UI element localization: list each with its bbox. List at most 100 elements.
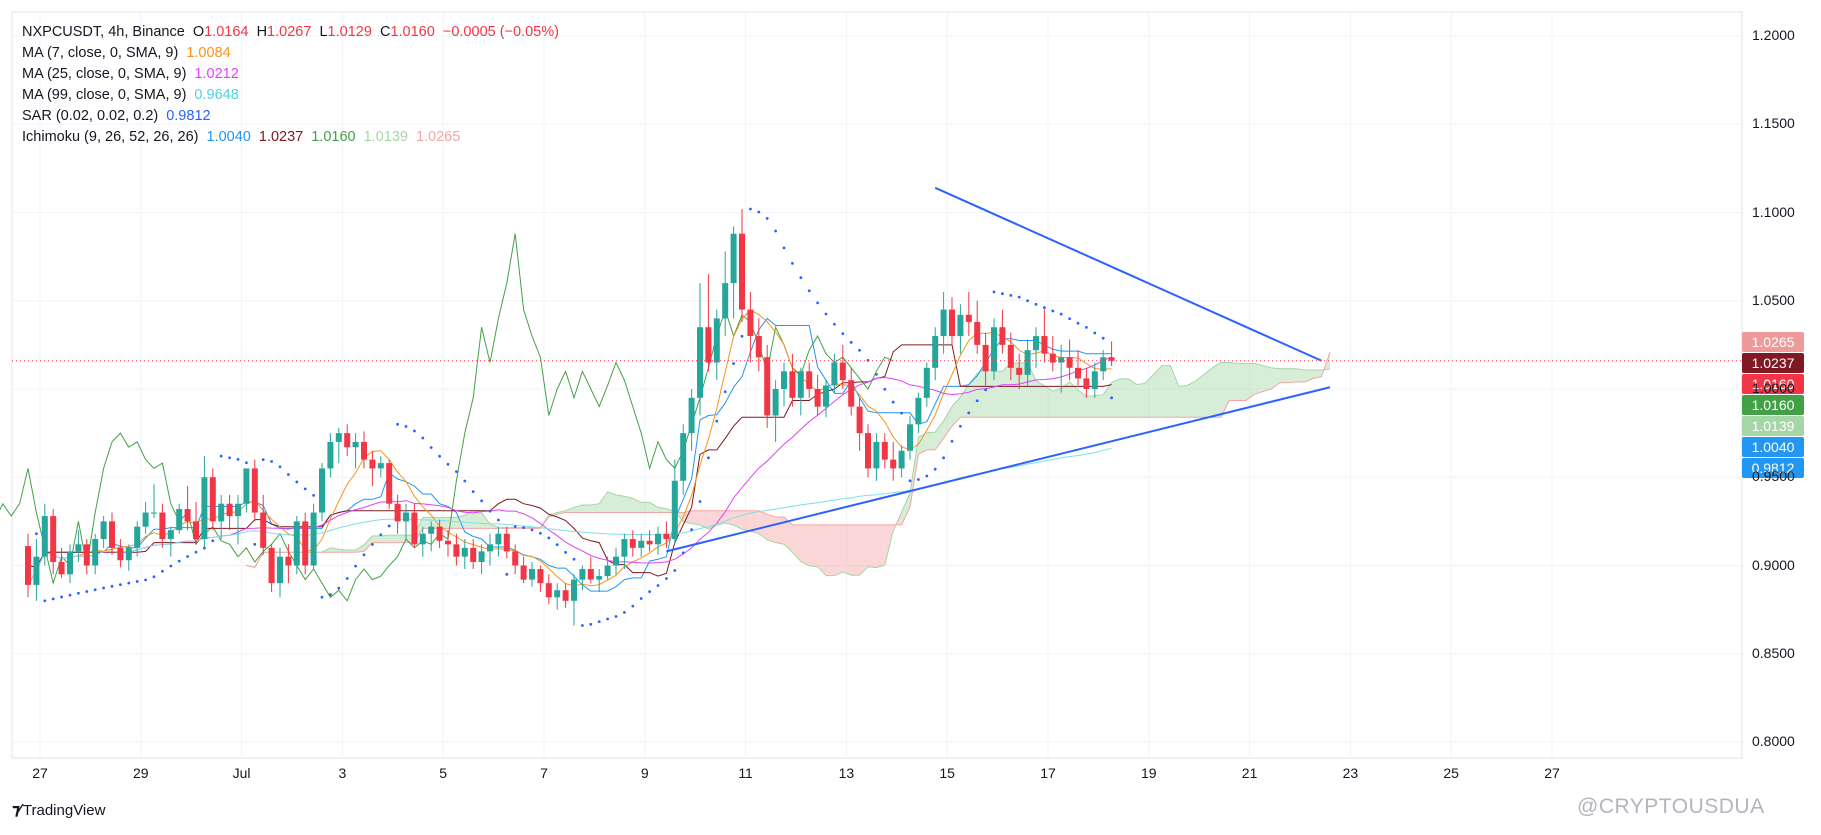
- cloud-segment: [389, 535, 398, 543]
- sar-dot: [891, 400, 895, 404]
- candle-body: [898, 450, 905, 469]
- sar-dot: [513, 525, 517, 529]
- candle-body: [495, 533, 502, 545]
- candle-body: [445, 540, 451, 545]
- cloud-segment: [607, 491, 616, 513]
- indicator-value: 1.0212: [194, 66, 239, 82]
- sar-dot: [278, 465, 282, 469]
- candle-body: [218, 503, 225, 522]
- sar-dot: [110, 584, 114, 588]
- cloud-segment: [943, 406, 952, 439]
- candle-body: [386, 463, 393, 504]
- sar-dot: [723, 390, 727, 394]
- tradingview-logo[interactable]: ⁊⁄ TradingView: [12, 800, 105, 820]
- sar-dot: [849, 340, 853, 344]
- candle-body: [747, 309, 754, 337]
- candle-body: [915, 397, 922, 425]
- cloud-segment: [1195, 374, 1204, 418]
- candle-body: [33, 556, 40, 585]
- candle-body: [142, 512, 149, 527]
- y-tick-label: 0.9500: [1752, 468, 1795, 485]
- cloud-segment: [473, 510, 482, 529]
- indicator-row[interactable]: MA (99, close, 0, SMA, 9) 0.9648: [22, 85, 559, 106]
- candle-body: [823, 385, 829, 407]
- cloud-segment: [1111, 378, 1120, 418]
- candle-body: [235, 503, 241, 517]
- sar-dot: [681, 551, 685, 555]
- candle-body: [697, 327, 703, 398]
- sar-dot: [152, 575, 156, 579]
- cloud-segment: [868, 524, 877, 568]
- candle-body: [579, 569, 586, 580]
- sar-dot: [707, 456, 710, 460]
- candle-body: [403, 512, 409, 522]
- ohlc-row: NXPCUSDT, 4h, Binance O1.0164 H1.0267 L1…: [22, 22, 559, 43]
- sar-dot: [345, 577, 349, 580]
- cloud-segment: [1296, 368, 1305, 382]
- candle-body: [361, 441, 367, 460]
- candle-body: [310, 512, 317, 566]
- sar-dot: [480, 499, 483, 503]
- sar-dot: [144, 578, 148, 582]
- x-tick-label: 11: [738, 765, 753, 781]
- cloud-segment: [926, 432, 936, 450]
- candle-body: [587, 569, 594, 580]
- candle-body: [58, 561, 65, 575]
- sar-dot: [522, 526, 525, 530]
- candle-body: [487, 544, 493, 552]
- cloud-segment: [977, 367, 986, 418]
- cloud-segment: [372, 535, 381, 543]
- sar-dot: [1068, 317, 1071, 321]
- indicator-label: MA (25, close, 0, SMA, 9): [22, 66, 187, 82]
- symbol-label: NXPCUSDT, 4h, Binance: [22, 24, 185, 40]
- tradingview-icon: ⁊⁄: [12, 802, 21, 819]
- candle-body: [923, 367, 930, 398]
- cloud-segment: [834, 524, 843, 576]
- indicator-row[interactable]: SAR (0.02, 0.02, 0.2) 0.9812: [22, 106, 559, 127]
- sar-dot: [673, 569, 677, 572]
- cloud-segment: [1061, 381, 1070, 418]
- indicator-row[interactable]: Ichimoku (9, 26, 52, 26, 26) 1.0040 1.0237…: [22, 127, 559, 148]
- candle-body: [1075, 367, 1081, 379]
- cloud-segment: [1128, 378, 1137, 418]
- sar-dot: [564, 550, 567, 554]
- sar-dot: [421, 436, 425, 440]
- y-tick-label: 1.0500: [1752, 291, 1795, 308]
- candle-body: [453, 544, 460, 557]
- cloud-segment: [935, 420, 944, 450]
- sar-dot: [1101, 336, 1105, 340]
- x-tick-label: 7: [540, 765, 548, 781]
- sar-dot: [446, 462, 450, 466]
- cloud-segment: [1170, 365, 1179, 418]
- candle-body: [226, 503, 233, 517]
- candle-body: [394, 503, 401, 522]
- x-tick-label: 23: [1342, 765, 1359, 781]
- cloud-segment: [742, 510, 751, 532]
- candle-body: [797, 371, 804, 398]
- sar-dot: [539, 531, 542, 535]
- candle-body: [470, 547, 477, 562]
- candle-body: [83, 544, 90, 566]
- cloud-segment: [817, 524, 826, 576]
- indicator-row[interactable]: MA (25, close, 0, SMA, 9) 1.0212: [22, 64, 559, 85]
- cloud-segment: [809, 524, 818, 567]
- sar-dot: [295, 480, 299, 484]
- sar-dot: [35, 532, 38, 536]
- y-tick-label: 0.9000: [1752, 556, 1795, 573]
- y-tick-label: 1.0000: [1752, 380, 1795, 396]
- close-label: C: [379, 24, 391, 40]
- sar-dot: [119, 583, 122, 587]
- candle-body: [100, 521, 107, 540]
- candle-body: [1108, 357, 1115, 361]
- cloud-segment: [1145, 374, 1154, 418]
- sar-dot: [287, 473, 290, 476]
- candle-body: [848, 380, 855, 407]
- kijun-line: [27, 344, 1112, 577]
- price-tag: 1.0160: [1742, 374, 1804, 395]
- candle-body: [369, 459, 376, 469]
- indicator-row[interactable]: MA (7, close, 0, SMA, 9) 1.0084: [22, 43, 559, 64]
- candle-body: [789, 371, 796, 398]
- span-a-line: [246, 362, 1331, 577]
- candle-body: [881, 441, 888, 460]
